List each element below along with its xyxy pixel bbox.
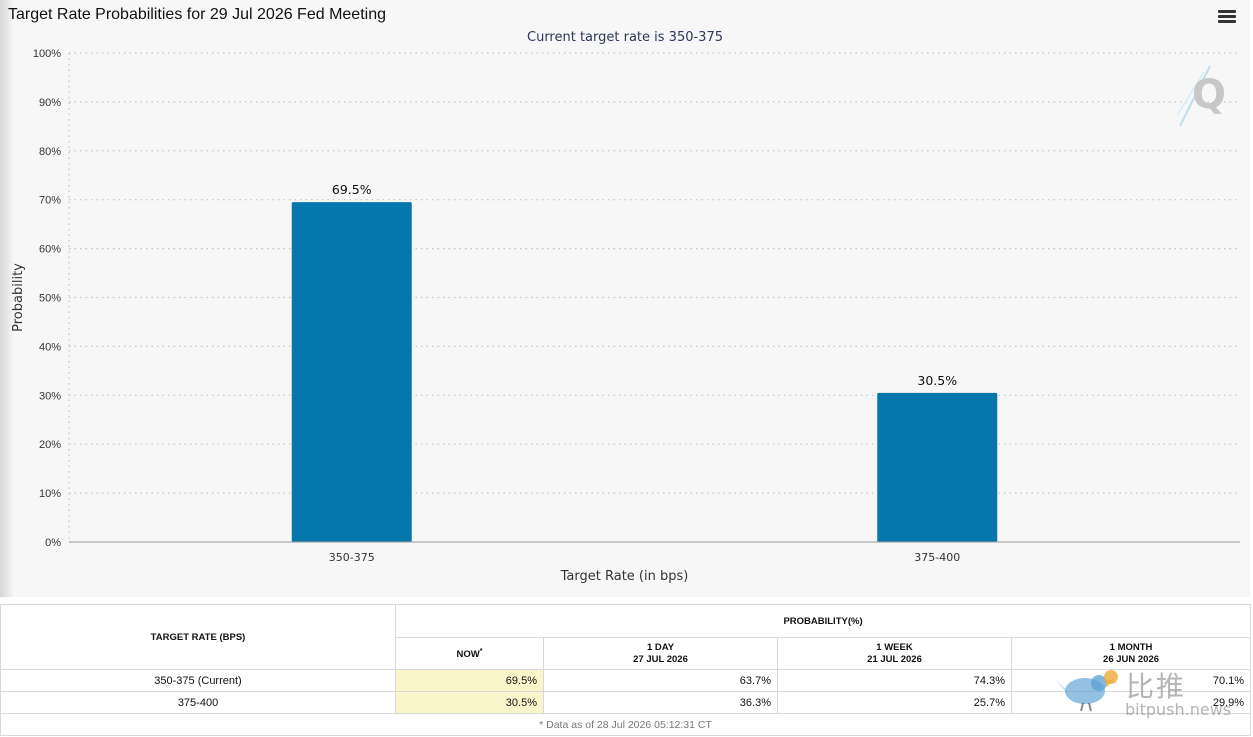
y-tick-label: 70% bbox=[39, 195, 61, 207]
data-label: 69.5% bbox=[332, 182, 372, 197]
table-row: 375-400 30.5% 36.3% 25.7% 29.9% bbox=[0, 691, 1252, 714]
y-axis-title: Probability bbox=[11, 263, 26, 332]
y-tick-label: 40% bbox=[39, 341, 61, 353]
y-axis-ticks: 0% 10% 20% 30% 40% 50% 60% 70% 80% 90% 100% bbox=[33, 48, 61, 549]
cell-rate: 375-400 bbox=[0, 691, 396, 714]
bar[interactable] bbox=[291, 202, 412, 542]
col-header-now: NOW* bbox=[395, 637, 544, 670]
svg-text:Q: Q bbox=[1192, 72, 1226, 118]
col-header-target-rate: TARGET RATE (BPS) bbox=[0, 604, 396, 670]
chart-panel bbox=[0, 0, 14, 597]
gridlines bbox=[68, 52, 1240, 542]
col-header-1-day: 1 DAY 27 JUL 2026 bbox=[543, 637, 778, 670]
bar[interactable] bbox=[877, 392, 998, 542]
table-row: 350-375 (Current) 69.5% 63.7% 74.3% 70.1… bbox=[0, 669, 1252, 692]
cell-rate: 350-375 (Current) bbox=[0, 669, 396, 692]
x-tick-label: 375-400 bbox=[914, 551, 960, 564]
y-tick-label: 30% bbox=[39, 390, 61, 402]
bars: 69.5% 30.5% bbox=[291, 182, 998, 542]
bar-chart: 0% 10% 20% 30% 40% 50% 60% 70% 80% 90% 100% 69.5% 3… bbox=[11, 48, 1240, 584]
x-axis-ticks: 350-375 375-400 bbox=[329, 551, 960, 564]
y-tick-label: 0% bbox=[45, 537, 61, 549]
q-logo-icon: Q bbox=[1177, 65, 1226, 127]
chart-subtitle: Current target rate is 350-375 bbox=[527, 30, 723, 45]
x-tick-label: 350-375 bbox=[329, 551, 375, 564]
y-tick-label: 50% bbox=[39, 293, 61, 305]
edge-shadow bbox=[0, 0, 14, 597]
y-tick-label: 20% bbox=[39, 439, 61, 451]
y-tick-label: 90% bbox=[39, 97, 61, 109]
y-tick-label: 10% bbox=[39, 488, 61, 500]
y-tick-label: 100% bbox=[33, 48, 61, 60]
col-header-1-week: 1 WEEK 21 JUL 2026 bbox=[777, 637, 1012, 670]
data-timestamp-note: * Data as of 28 Jul 2026 05:12:31 CT bbox=[0, 713, 1252, 736]
page-title: Target Rate Probabilities for 29 Jul 202… bbox=[8, 6, 386, 23]
cell-1-day: 63.7% bbox=[543, 669, 778, 692]
watermark-en: bitpush.news bbox=[1125, 700, 1232, 719]
probability-table-section: TARGET RATE (BPS) PROBABILITY(%) NOW* 1 … bbox=[0, 604, 1252, 737]
hamburger-menu-icon[interactable] bbox=[1218, 10, 1236, 24]
y-tick-label: 60% bbox=[39, 244, 61, 256]
x-axis-title: Target Rate (in bps) bbox=[560, 569, 689, 584]
cell-now: 30.5% bbox=[395, 691, 544, 714]
data-label: 30.5% bbox=[917, 373, 957, 388]
cell-now: 69.5% bbox=[395, 669, 544, 692]
col-header-probability: PROBABILITY(%) bbox=[394, 604, 1252, 638]
probability-table: TARGET RATE (BPS) PROBABILITY(%) NOW* 1 … bbox=[0, 604, 1252, 736]
col-header-1-month: 1 MONTH 26 JUN 2026 bbox=[1010, 637, 1252, 670]
cell-1-week: 25.7% bbox=[777, 691, 1012, 714]
y-tick-label: 80% bbox=[39, 146, 61, 158]
watermark-cn: 比推 bbox=[1126, 670, 1187, 703]
cell-1-week: 74.3% bbox=[777, 669, 1012, 692]
cell-1-day: 36.3% bbox=[543, 691, 778, 714]
